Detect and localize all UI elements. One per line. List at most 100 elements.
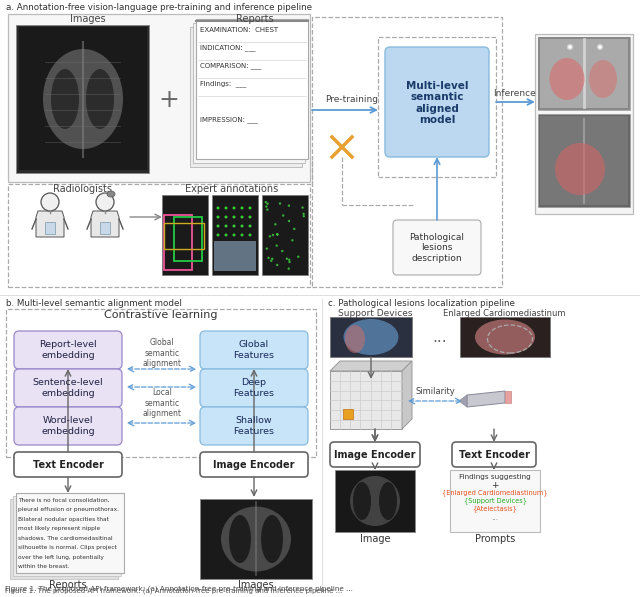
Circle shape (288, 259, 291, 261)
Ellipse shape (350, 476, 400, 526)
Text: {Enlarged Cardiomediastinum}: {Enlarged Cardiomediastinum} (442, 490, 548, 496)
Bar (343, 409, 353, 419)
Text: Images: Images (238, 580, 274, 590)
Circle shape (270, 260, 273, 262)
FancyBboxPatch shape (393, 220, 481, 275)
Bar (13, 496, 121, 576)
Text: Findings suggesting: Findings suggesting (459, 474, 531, 480)
Circle shape (272, 234, 274, 236)
FancyBboxPatch shape (14, 331, 122, 369)
Text: Contrastive learning: Contrastive learning (104, 310, 218, 320)
Bar (164, 223, 204, 249)
Text: Prompts: Prompts (475, 534, 515, 544)
Text: Image Encoder: Image Encoder (213, 460, 295, 470)
Circle shape (303, 215, 305, 217)
Text: ...: ... (492, 512, 499, 522)
Ellipse shape (345, 325, 365, 353)
Circle shape (248, 233, 252, 236)
Text: Image Encoder: Image Encoder (334, 450, 416, 460)
Text: c. Pathological lesions localization pipeline: c. Pathological lesions localization pip… (328, 300, 515, 309)
FancyBboxPatch shape (385, 47, 489, 157)
Bar (538, 37, 630, 110)
Circle shape (216, 216, 220, 219)
Bar (162, 195, 208, 275)
Circle shape (225, 224, 227, 227)
Bar (164, 215, 192, 270)
Bar (200, 499, 312, 579)
Bar (460, 317, 550, 357)
Circle shape (248, 224, 252, 227)
Text: {Support Devices}: {Support Devices} (463, 498, 527, 504)
Ellipse shape (353, 482, 371, 520)
FancyBboxPatch shape (200, 369, 308, 407)
Bar (330, 371, 402, 429)
Circle shape (96, 193, 114, 211)
Text: Inference: Inference (493, 90, 536, 99)
Bar (535, 34, 633, 214)
FancyBboxPatch shape (452, 442, 536, 467)
Bar (214, 241, 256, 271)
FancyBboxPatch shape (200, 331, 308, 369)
Bar (8, 184, 310, 287)
Text: Global
semantic
alignment: Global semantic alignment (143, 338, 182, 368)
Bar (19, 27, 147, 170)
Circle shape (241, 224, 243, 227)
Bar (174, 217, 202, 261)
Polygon shape (402, 361, 412, 429)
Circle shape (279, 202, 281, 205)
Ellipse shape (589, 60, 617, 98)
Ellipse shape (221, 506, 291, 571)
Circle shape (276, 233, 278, 236)
Text: b. Multi-level semantic alignment model: b. Multi-level semantic alignment model (6, 300, 182, 309)
Circle shape (266, 208, 269, 211)
Text: Sentence-level
embedding: Sentence-level embedding (33, 378, 103, 398)
Text: Reports: Reports (49, 580, 87, 590)
Bar (538, 37, 630, 110)
Circle shape (291, 239, 294, 242)
Text: Pathological
lesions
description: Pathological lesions description (410, 233, 465, 263)
Circle shape (225, 207, 227, 210)
Text: {Atelectasis}: {Atelectasis} (472, 506, 517, 512)
Polygon shape (91, 211, 119, 237)
Circle shape (281, 250, 284, 252)
Ellipse shape (550, 58, 584, 100)
Bar (10, 499, 118, 579)
Text: silhouette is normal. Clips project: silhouette is normal. Clips project (18, 545, 116, 550)
Circle shape (301, 207, 304, 209)
Text: Support Devices: Support Devices (338, 309, 412, 319)
Ellipse shape (379, 482, 397, 520)
FancyBboxPatch shape (330, 442, 420, 467)
Circle shape (216, 233, 220, 236)
Circle shape (232, 233, 236, 236)
Text: pleural effusion or pneumothorax.: pleural effusion or pneumothorax. (18, 507, 119, 512)
FancyBboxPatch shape (200, 407, 308, 445)
Circle shape (293, 227, 296, 230)
Circle shape (598, 45, 602, 50)
Text: Figure 1. The proposed API framework: (a) Annotation-free pre-training and infer: Figure 1. The proposed API framework: (a… (5, 588, 342, 594)
Text: Text Encoder: Text Encoder (459, 450, 529, 460)
Circle shape (276, 264, 278, 266)
Circle shape (216, 207, 220, 210)
FancyBboxPatch shape (14, 452, 122, 477)
Circle shape (225, 233, 227, 236)
Circle shape (288, 204, 290, 207)
Text: Figure 1. The proposed API framework: (a) Annotation-free pre-training and infer: Figure 1. The proposed API framework: (a… (5, 586, 353, 592)
Polygon shape (467, 391, 505, 407)
Bar (45, 222, 55, 234)
Circle shape (266, 202, 269, 205)
Circle shape (232, 224, 236, 227)
Circle shape (568, 45, 573, 50)
Circle shape (276, 233, 278, 235)
Text: Report-level
embedding: Report-level embedding (39, 340, 97, 360)
Text: Deep
Features: Deep Features (234, 378, 275, 398)
Text: Bilateral nodular opacities that: Bilateral nodular opacities that (18, 516, 109, 522)
Circle shape (275, 244, 278, 247)
Text: most likely represent nipple: most likely represent nipple (18, 526, 100, 531)
Bar (193, 23, 305, 163)
Text: Multi-level
semantic
aligned
model: Multi-level semantic aligned model (406, 81, 468, 125)
Bar (16, 493, 124, 573)
Polygon shape (330, 361, 412, 371)
Circle shape (232, 207, 236, 210)
Circle shape (266, 247, 268, 250)
Text: Local
semantic
alignment: Local semantic alignment (143, 388, 182, 418)
